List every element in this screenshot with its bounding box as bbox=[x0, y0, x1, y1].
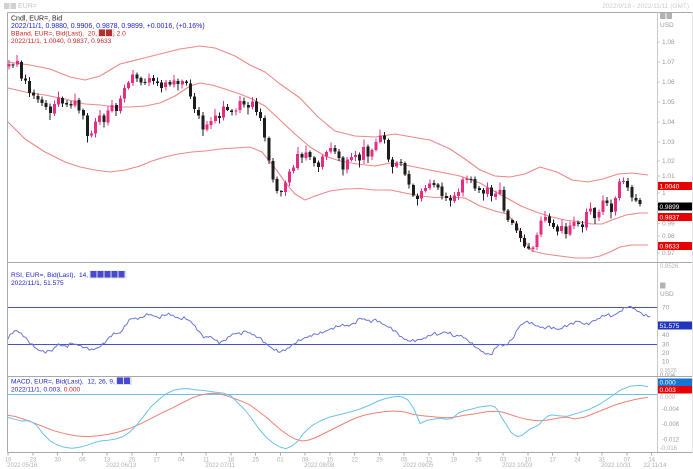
svg-text:22: 22 bbox=[351, 458, 358, 464]
svg-text:0.9899: 0.9899 bbox=[660, 204, 680, 211]
svg-text:30: 30 bbox=[662, 342, 670, 349]
svg-text:23: 23 bbox=[30, 458, 37, 464]
svg-text:27: 27 bbox=[153, 458, 160, 464]
svg-text:16: 16 bbox=[5, 458, 12, 464]
svg-text:1.08: 1.08 bbox=[662, 39, 675, 46]
svg-text:2022/11/1, 51.575: 2022/11/1, 51.575 bbox=[11, 280, 64, 287]
svg-text:15: 15 bbox=[327, 458, 334, 464]
svg-text:08: 08 bbox=[302, 458, 309, 464]
svg-text:10: 10 bbox=[525, 458, 532, 464]
svg-text:RSI, EUR=, Bid(Last), 14,: RSI, EUR=, Bid(Last), 14, bbox=[11, 272, 88, 279]
svg-text:2022 10/03: 2022 10/03 bbox=[502, 463, 533, 469]
svg-text:2022 05/16: 2022 05/16 bbox=[7, 463, 38, 469]
svg-text:07: 07 bbox=[624, 458, 631, 464]
svg-text:2022 07/11: 2022 07/11 bbox=[205, 463, 235, 469]
svg-text:0.004: 0.004 bbox=[660, 373, 676, 379]
svg-text:20: 20 bbox=[129, 458, 136, 464]
svg-text:03: 03 bbox=[500, 458, 507, 464]
svg-text:0.000: 0.000 bbox=[660, 379, 677, 386]
svg-text:, 2.0: , 2.0 bbox=[113, 31, 126, 38]
svg-text:1.04: 1.04 bbox=[662, 119, 675, 126]
svg-text:51.575: 51.575 bbox=[660, 323, 680, 330]
svg-text:MACD, EUR=, Bid(Last), 12, 26: MACD, EUR=, Bid(Last), 12, 26, 9, bbox=[11, 379, 115, 386]
svg-text:1: 1 bbox=[662, 190, 666, 197]
svg-text:18: 18 bbox=[228, 458, 235, 464]
svg-text:12: 12 bbox=[426, 458, 433, 464]
svg-text:05: 05 bbox=[401, 458, 408, 464]
svg-text:24: 24 bbox=[574, 458, 581, 464]
svg-text:20: 20 bbox=[662, 350, 670, 357]
svg-text:26: 26 bbox=[475, 458, 482, 464]
svg-text:-0.016: -0.016 bbox=[660, 446, 678, 452]
svg-text:2022/11/1, 0.003, 0.000: 2022/11/1, 0.003, 0.000 bbox=[11, 387, 81, 394]
svg-text:BBand, EUR=, Bid(Last), 20,: BBand, EUR=, Bid(Last), 20, bbox=[11, 31, 97, 38]
svg-text:13: 13 bbox=[104, 458, 111, 464]
svg-text:-0.012: -0.012 bbox=[662, 438, 680, 444]
svg-text:USD: USD bbox=[660, 22, 674, 29]
svg-text:14: 14 bbox=[648, 458, 655, 464]
svg-text:0.003: 0.003 bbox=[660, 387, 677, 394]
svg-text:22 11/14: 22 11/14 bbox=[644, 463, 668, 469]
svg-text:1.02: 1.02 bbox=[662, 158, 675, 165]
svg-text:2022 06/13: 2022 06/13 bbox=[106, 463, 137, 469]
svg-text:2022/11/1, 1.0040, 0.9837, 0.9: 2022/11/1, 1.0040, 0.9837, 0.9633 bbox=[11, 38, 112, 45]
svg-text:0.99: 0.99 bbox=[662, 221, 675, 228]
svg-text:-0.004: -0.004 bbox=[662, 407, 680, 413]
svg-text:31: 31 bbox=[599, 458, 606, 464]
svg-text:EUR=: EUR= bbox=[18, 3, 37, 10]
svg-text:1.03: 1.03 bbox=[662, 139, 675, 146]
svg-text:25: 25 bbox=[252, 458, 259, 464]
svg-text:2022 10/31: 2022 10/31 bbox=[601, 463, 632, 469]
svg-text:0.000: 0.000 bbox=[660, 395, 676, 401]
svg-text:06: 06 bbox=[79, 458, 86, 464]
svg-text:0.9633: 0.9633 bbox=[660, 244, 680, 251]
svg-text:0.9837: 0.9837 bbox=[660, 215, 680, 222]
svg-text:17: 17 bbox=[549, 458, 556, 464]
svg-text:10: 10 bbox=[662, 359, 670, 366]
svg-text:-0.008: -0.008 bbox=[662, 422, 680, 428]
svg-text:11: 11 bbox=[203, 458, 210, 464]
svg-text:1.01: 1.01 bbox=[662, 173, 675, 180]
svg-text:40: 40 bbox=[662, 332, 670, 339]
svg-text:1.07: 1.07 bbox=[662, 59, 675, 66]
svg-text:01: 01 bbox=[277, 458, 284, 464]
svg-text:29: 29 bbox=[376, 458, 383, 464]
svg-text:0.9526: 0.9526 bbox=[660, 368, 677, 374]
svg-text:Cndl, EUR=, Bid: Cndl, EUR=, Bid bbox=[11, 16, 62, 23]
svg-text:2022 08/08: 2022 08/08 bbox=[304, 463, 335, 469]
svg-text:USD: USD bbox=[660, 291, 674, 298]
svg-text:2022/9/18 - 2022/11/11 (GMT): 2022/9/18 - 2022/11/11 (GMT) bbox=[602, 3, 689, 10]
svg-text:30: 30 bbox=[54, 458, 61, 464]
svg-text:04: 04 bbox=[178, 458, 185, 464]
svg-text:2022/11/1, 0.9880, 0.9906, 0.9: 2022/11/1, 0.9880, 0.9906, 0.9878, 0.989… bbox=[11, 23, 205, 30]
svg-text:70: 70 bbox=[662, 305, 670, 312]
svg-text:19: 19 bbox=[450, 458, 457, 464]
svg-text:0.97: 0.97 bbox=[662, 250, 675, 257]
svg-text:2022 09/05: 2022 09/05 bbox=[403, 463, 434, 469]
svg-text:1.0040: 1.0040 bbox=[660, 184, 680, 191]
svg-text:0.9526: 0.9526 bbox=[660, 264, 679, 270]
svg-text:1.05: 1.05 bbox=[662, 99, 675, 106]
svg-text:1.06: 1.06 bbox=[662, 79, 675, 86]
svg-text:0.98: 0.98 bbox=[662, 233, 675, 240]
